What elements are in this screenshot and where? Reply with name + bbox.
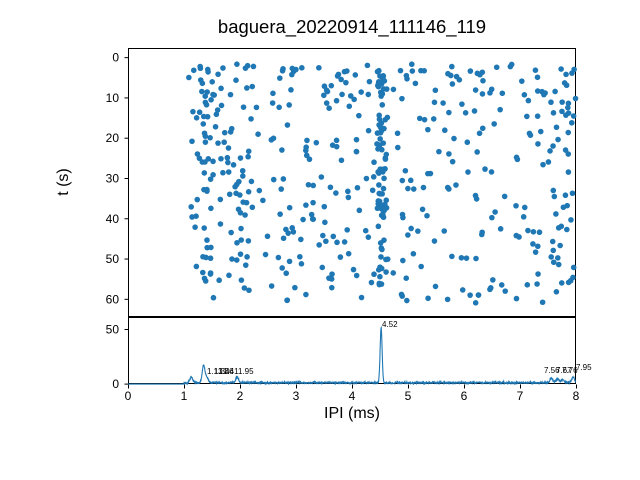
svg-text:7.95: 7.95 [576,363,592,372]
svg-text:40: 40 [106,212,120,226]
svg-text:7: 7 [517,389,524,403]
svg-text:8: 8 [573,389,580,403]
svg-text:2: 2 [237,389,244,403]
svg-text:20: 20 [106,131,120,145]
svg-text:3: 3 [293,389,300,403]
svg-text:1: 1 [181,389,188,403]
svg-text:1.41: 1.41 [223,367,239,376]
svg-text:0: 0 [112,377,119,391]
svg-text:50: 50 [106,323,120,337]
svg-text:4: 4 [349,389,356,403]
svg-text:30: 30 [106,171,120,185]
svg-text:6: 6 [461,389,468,403]
svg-text:60: 60 [106,292,120,306]
svg-text:5: 5 [405,389,412,403]
svg-text:1.95: 1.95 [238,367,254,376]
svg-text:10: 10 [106,91,120,105]
svg-text:0: 0 [112,51,119,65]
svg-text:IPI (ms): IPI (ms) [324,405,380,422]
svg-text:t (s): t (s) [55,168,72,196]
svg-text:0: 0 [125,389,132,403]
svg-text:4.52: 4.52 [382,320,398,329]
svg-text:baguera_20220914_111146_119: baguera_20220914_111146_119 [218,16,486,38]
svg-text:50: 50 [106,252,120,266]
